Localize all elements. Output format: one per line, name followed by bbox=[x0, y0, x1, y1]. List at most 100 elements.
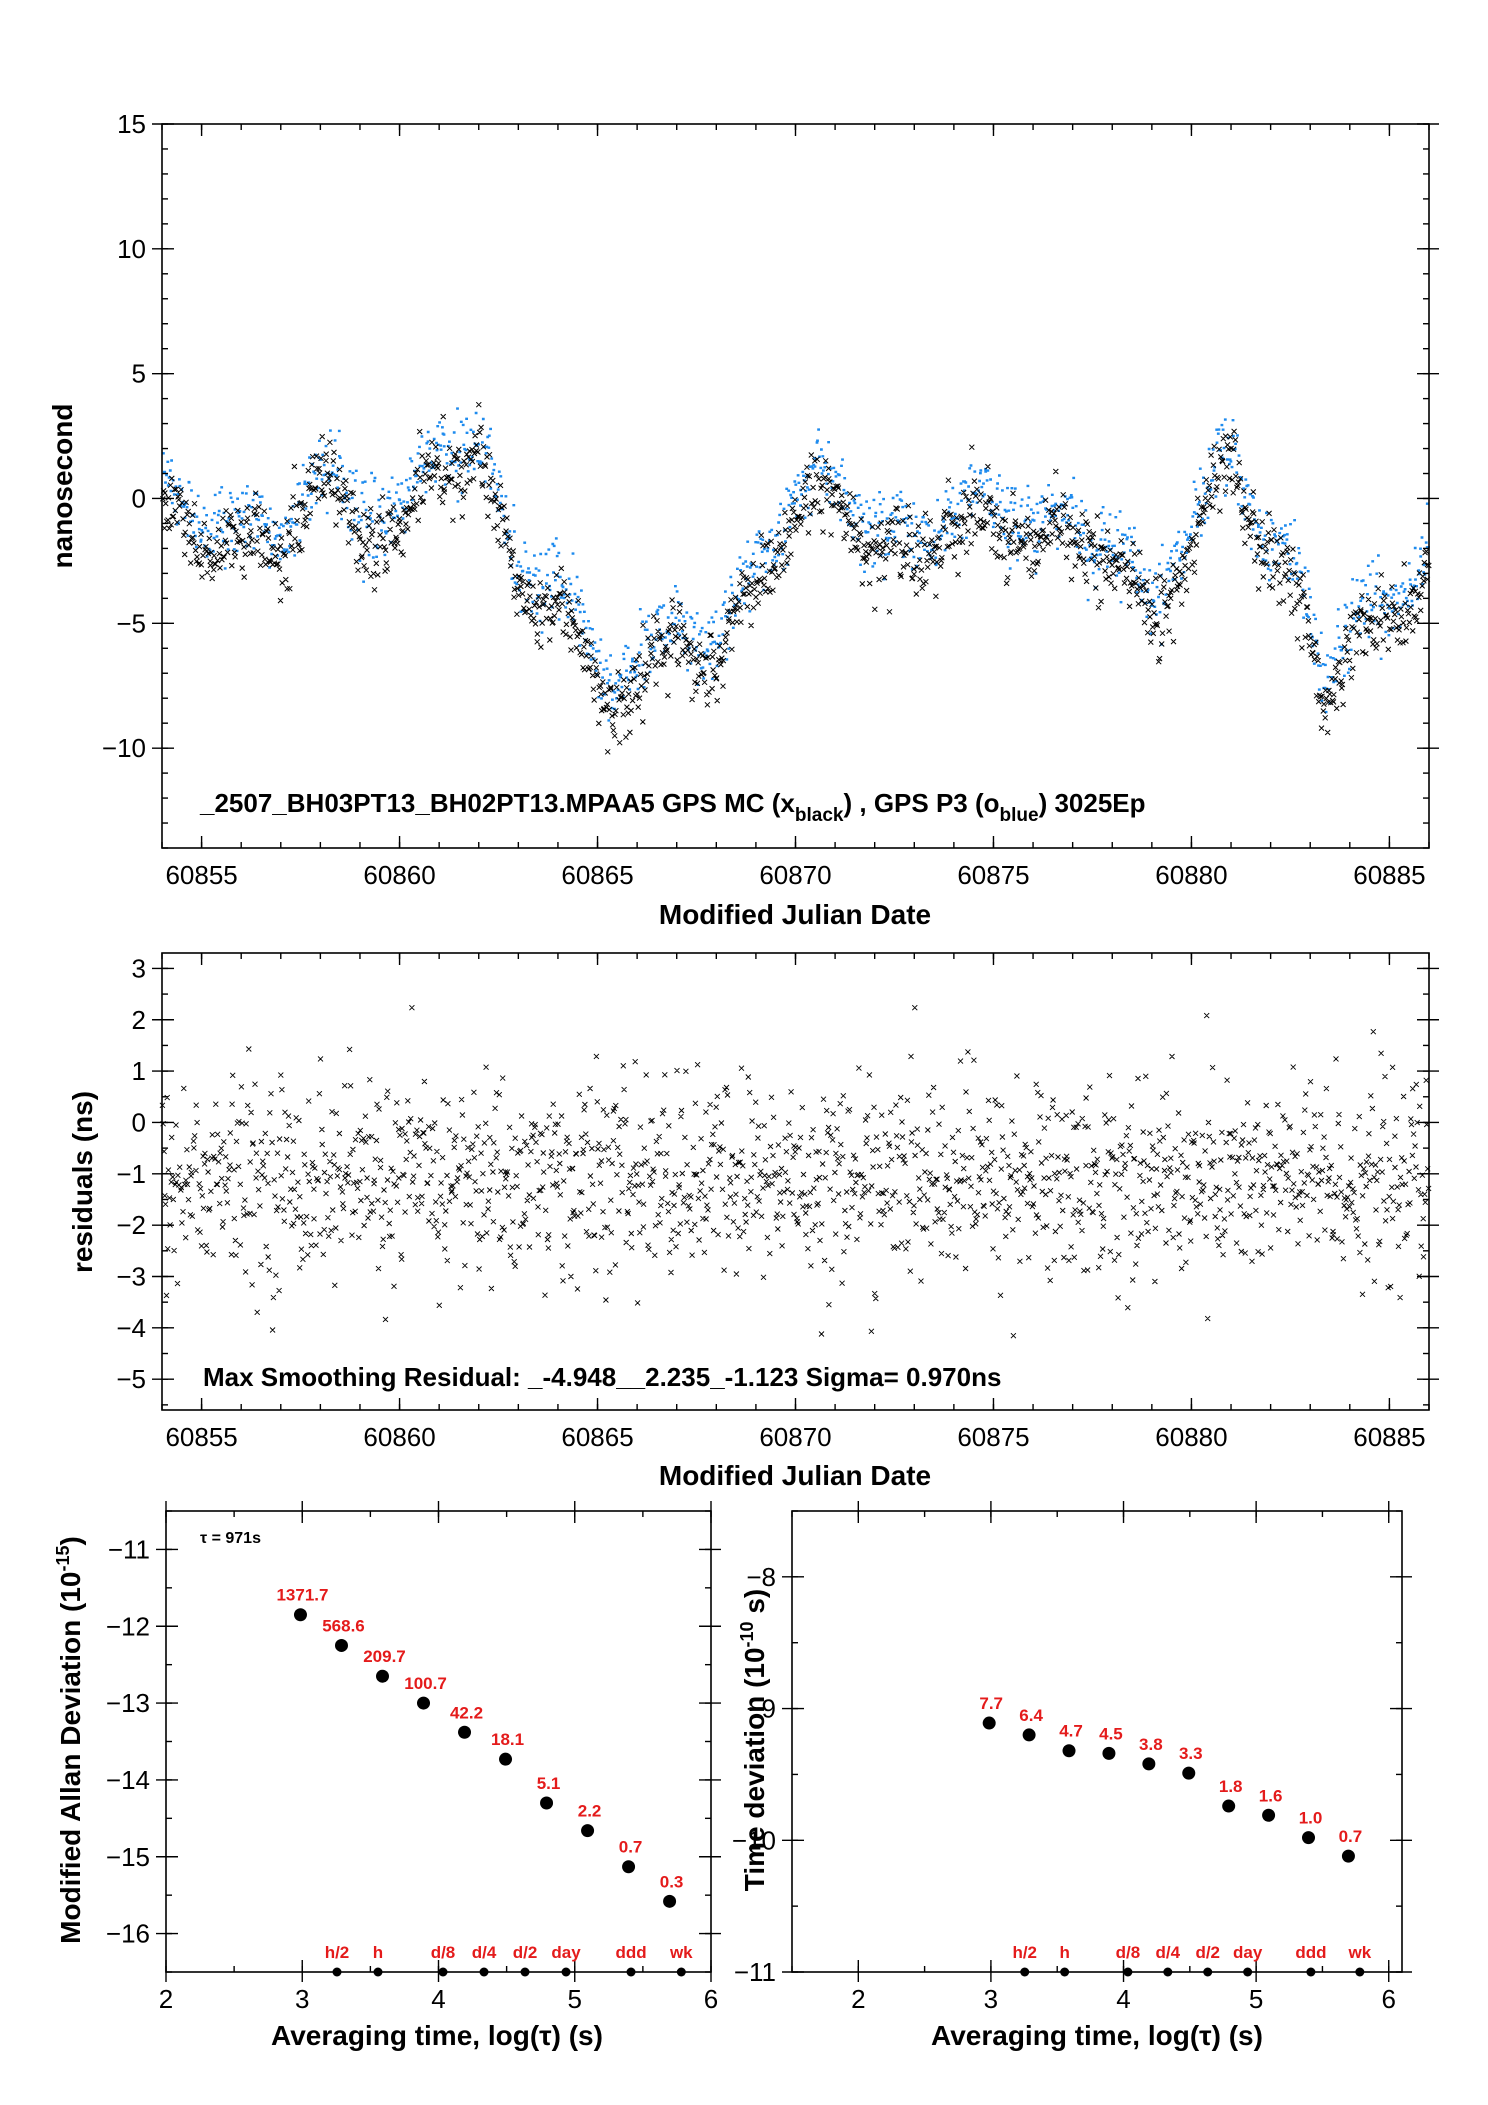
deviation-point bbox=[417, 1696, 431, 1710]
tdev-ylabel-end: s) bbox=[739, 1589, 770, 1622]
mdev-axes: 2 3 4 5 6 −16 −15 −14 −13 −12 −11 bbox=[106, 1501, 721, 2014]
residuals-ylabel: residuals (ns) bbox=[67, 1091, 98, 1273]
interval-marker-label: h bbox=[373, 1943, 383, 1962]
y-tick-label: −8 bbox=[746, 1562, 776, 1592]
x-tick-label: 5 bbox=[1249, 1984, 1263, 2014]
y-tick-label: 5 bbox=[132, 359, 146, 389]
deviation-point bbox=[334, 1638, 348, 1652]
y-tick-label: 0 bbox=[132, 483, 146, 513]
timeseries-xlabel: Modified Julian Date bbox=[659, 899, 931, 930]
x-tick-label: 60885 bbox=[1353, 860, 1425, 890]
deviation-point-label: 5.1 bbox=[537, 1774, 561, 1793]
residuals-xlabel: Modified Julian Date bbox=[659, 1460, 931, 1491]
interval-marker bbox=[373, 1967, 383, 1977]
x-tick-label: 4 bbox=[431, 1984, 445, 2014]
x-tick-label: 6 bbox=[704, 1984, 718, 2014]
deviation-point bbox=[1262, 1808, 1276, 1822]
x-tick-label: 60855 bbox=[165, 1422, 237, 1452]
y-tick-label: −11 bbox=[108, 1534, 150, 1564]
deviation-point bbox=[499, 1752, 513, 1766]
deviation-point-label: 0.3 bbox=[660, 1872, 684, 1891]
deviation-point bbox=[458, 1725, 472, 1739]
interval-marker bbox=[332, 1967, 342, 1977]
interval-marker bbox=[561, 1967, 571, 1977]
mdev-ylabel-exp: -15 bbox=[53, 1545, 73, 1571]
residuals-axes: 60855 60860 60865 60870 60875 60880 60885 −5 −4 −… bbox=[116, 953, 1439, 1452]
timeseries-ylabel: nanosecond bbox=[47, 404, 78, 569]
interval-marker-label: d/8 bbox=[1116, 1943, 1141, 1962]
interval-marker bbox=[479, 1967, 489, 1977]
interval-marker bbox=[1355, 1967, 1365, 1977]
x-tick-label: 6 bbox=[1382, 1984, 1396, 2014]
interval-marker-label: h/2 bbox=[1012, 1943, 1037, 1962]
x-tick-label: 60870 bbox=[759, 860, 831, 890]
tdev-axes: 2 3 4 5 6 −11 −10 −9 −8 bbox=[732, 1501, 1412, 2014]
deviation-point-label: 4.5 bbox=[1099, 1724, 1123, 1743]
y-tick-label: −16 bbox=[106, 1919, 150, 1949]
x-tick-label: 60880 bbox=[1155, 1422, 1227, 1452]
deviation-point-label: 568.6 bbox=[322, 1616, 365, 1635]
deviation-point-label: 6.4 bbox=[1019, 1706, 1043, 1725]
x-tick-label: 60880 bbox=[1155, 860, 1227, 890]
deviation-point bbox=[540, 1796, 554, 1810]
interval-marker-label: d/4 bbox=[472, 1943, 497, 1962]
deviation-point-label: 1.6 bbox=[1259, 1786, 1283, 1805]
deviation-point bbox=[1142, 1757, 1156, 1771]
deviation-point-label: 3.3 bbox=[1179, 1744, 1203, 1763]
annotation-mid: ) , GPS P3 (o bbox=[843, 788, 999, 818]
tau-note: τ = 971s bbox=[200, 1530, 261, 1547]
y-tick-label: −11 bbox=[734, 1957, 776, 1987]
deviation-point bbox=[1302, 1831, 1316, 1845]
y-tick-label: −10 bbox=[102, 733, 146, 763]
residuals-panel: 60855 60860 60865 60870 60875 60880 60885 −5 −4 −… bbox=[67, 952, 1439, 1491]
y-tick-label: −4 bbox=[116, 1313, 146, 1343]
deviation-point-label: 7.7 bbox=[979, 1694, 1003, 1713]
mdev-ylabel: Modified Allan Deviation (10-15) bbox=[53, 1536, 86, 1944]
y-tick-label: −3 bbox=[116, 1261, 146, 1291]
interval-marker-label: h bbox=[1059, 1943, 1069, 1962]
interval-marker bbox=[1163, 1967, 1173, 1977]
mdev-points: 1371.7 568.6 209.7 100.742.2 18.1 5.1 2.2 0.7 0.… bbox=[276, 1586, 693, 1977]
mdev-xlabel: Averaging time, log(τ) (s) bbox=[271, 2020, 603, 2051]
interval-marker bbox=[1203, 1967, 1213, 1977]
interval-marker bbox=[626, 1967, 636, 1977]
annotation-main: _2507_BH03PT13_BH02PT13.MPAA5 GPS MC (x bbox=[199, 788, 795, 818]
interval-marker-label: wk bbox=[669, 1943, 693, 1962]
interval-marker bbox=[520, 1967, 530, 1977]
y-tick-label: −2 bbox=[116, 1210, 146, 1240]
x-tick-label: 2 bbox=[159, 1984, 173, 2014]
timeseries-axes: 60855 60860 60865 60870 60875 60880 60885 −10 −5… bbox=[102, 109, 1439, 890]
deviation-point-label: 18.1 bbox=[491, 1730, 524, 1749]
deviation-point-label: 100.7 bbox=[404, 1674, 447, 1693]
deviation-point-label: 1371.7 bbox=[276, 1586, 328, 1605]
deviation-point bbox=[1341, 1849, 1355, 1863]
interval-marker-label: d/2 bbox=[513, 1943, 538, 1962]
y-tick-label: 0 bbox=[132, 1107, 146, 1137]
annotation-sub-blue: blue bbox=[1000, 805, 1039, 826]
deviation-point-label: 1.8 bbox=[1219, 1777, 1243, 1796]
deviation-point-label: 42.2 bbox=[450, 1703, 483, 1722]
interval-marker-label: d/8 bbox=[431, 1943, 456, 1962]
deviation-point-label: 1.0 bbox=[1299, 1809, 1323, 1828]
deviation-point bbox=[1062, 1744, 1076, 1758]
y-tick-label: 15 bbox=[117, 109, 146, 139]
deviation-point bbox=[1022, 1728, 1036, 1742]
black-series-points bbox=[159, 401, 1432, 755]
deviation-point bbox=[581, 1824, 595, 1838]
interval-marker-label: ddd bbox=[615, 1943, 646, 1962]
deviation-point-label: 3.8 bbox=[1139, 1735, 1163, 1754]
deviation-point bbox=[622, 1860, 636, 1874]
x-tick-label: 60860 bbox=[363, 860, 435, 890]
x-tick-label: 5 bbox=[568, 1984, 582, 2014]
x-tick-label: 2 bbox=[851, 1984, 865, 2014]
y-tick-label: 10 bbox=[117, 234, 146, 264]
blue-series-points bbox=[161, 407, 1431, 722]
deviation-point-label: 2.2 bbox=[578, 1802, 602, 1821]
y-tick-label: −12 bbox=[106, 1611, 150, 1641]
x-tick-label: 60865 bbox=[561, 1422, 633, 1452]
deviation-point bbox=[1222, 1799, 1236, 1813]
y-tick-label: −9 bbox=[746, 1694, 776, 1724]
timeseries-annotation: _2507_BH03PT13_BH02PT13.MPAA5 GPS MC (xb… bbox=[199, 788, 1146, 826]
annotation-sub-black: black bbox=[795, 805, 844, 826]
